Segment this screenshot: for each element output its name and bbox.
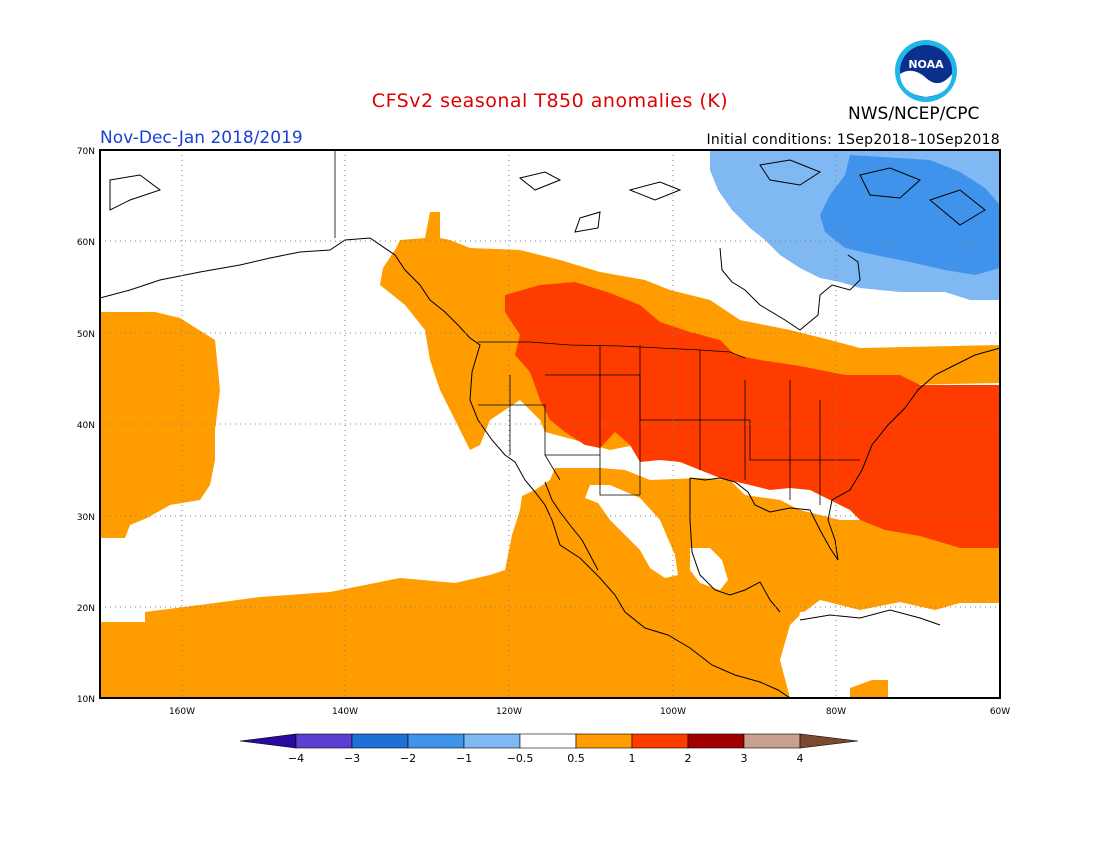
political-borders (334, 150, 860, 505)
colorbar-swatch (463, 733, 521, 749)
lon-label-140w: 140W (332, 707, 358, 717)
colorbar-label: 3 (741, 752, 748, 765)
colorbar-swatch (631, 733, 689, 749)
lon-label-100w: 100W (660, 707, 686, 717)
lat-label-50n: 50N (77, 330, 95, 340)
colorbar-label: −0.5 (507, 752, 534, 765)
colorbar-swatch (743, 733, 801, 749)
colorbar-swatch (351, 733, 409, 749)
colorbar-label: 4 (797, 752, 804, 765)
colorbar-arrow-right (799, 733, 859, 749)
neutral-holes (585, 485, 1000, 698)
colorbar-label: −3 (344, 752, 360, 765)
lon-label-160w: 160W (169, 707, 195, 717)
colorbar-swatch (295, 733, 353, 749)
colorbar-label: 2 (685, 752, 692, 765)
noaa-logo-icon: NOAA (895, 40, 957, 102)
chart-title: CFSv2 seasonal T850 anomalies (K) (371, 90, 729, 112)
lat-label-10n: 10N (77, 695, 95, 705)
latitude-labels: 70N 60N 50N 40N 30N 20N 10N (77, 147, 95, 705)
lon-label-120w: 120W (496, 707, 522, 717)
logo-text: NOAA (908, 58, 944, 71)
lat-label-20n: 20N (77, 604, 95, 614)
colorbar-swatch (687, 733, 745, 749)
coastlines (99, 159, 1001, 699)
colorbar-label: 0.5 (567, 752, 585, 765)
forecast-period: Nov-Dec-Jan 2018/2019 (100, 128, 303, 148)
lat-label-30n: 30N (77, 513, 95, 523)
lon-label-60w: 60W (990, 707, 1010, 717)
lat-label-40n: 40N (77, 421, 95, 431)
agency-label: NWS/NCEP/CPC (848, 104, 980, 124)
colorbar-arrow-left (239, 733, 297, 749)
colorbar-label: −4 (288, 752, 304, 765)
colorbar-swatch (575, 733, 633, 749)
map-border (99, 149, 1001, 699)
gridlines (100, 150, 1000, 698)
colorbar-swatch (519, 733, 577, 749)
map-frame (99, 149, 1001, 699)
colorbar: −4 −3 −2 −1 −0.5 0.5 1 2 3 4 (239, 733, 859, 765)
longitude-labels: 160W 140W 120W 100W 80W 60W (169, 707, 1010, 717)
colorbar-swatch (407, 733, 465, 749)
initial-conditions: Initial conditions: 1Sep2018–10Sep2018 (706, 132, 1000, 148)
colorbar-label: −2 (400, 752, 416, 765)
lat-label-70n: 70N (77, 147, 95, 157)
colorbar-label: −1 (456, 752, 472, 765)
colorbar-label: 1 (629, 752, 636, 765)
anomaly-red-regions (505, 282, 1000, 548)
lat-label-60n: 60N (77, 238, 95, 248)
lon-label-80w: 80W (826, 707, 846, 717)
